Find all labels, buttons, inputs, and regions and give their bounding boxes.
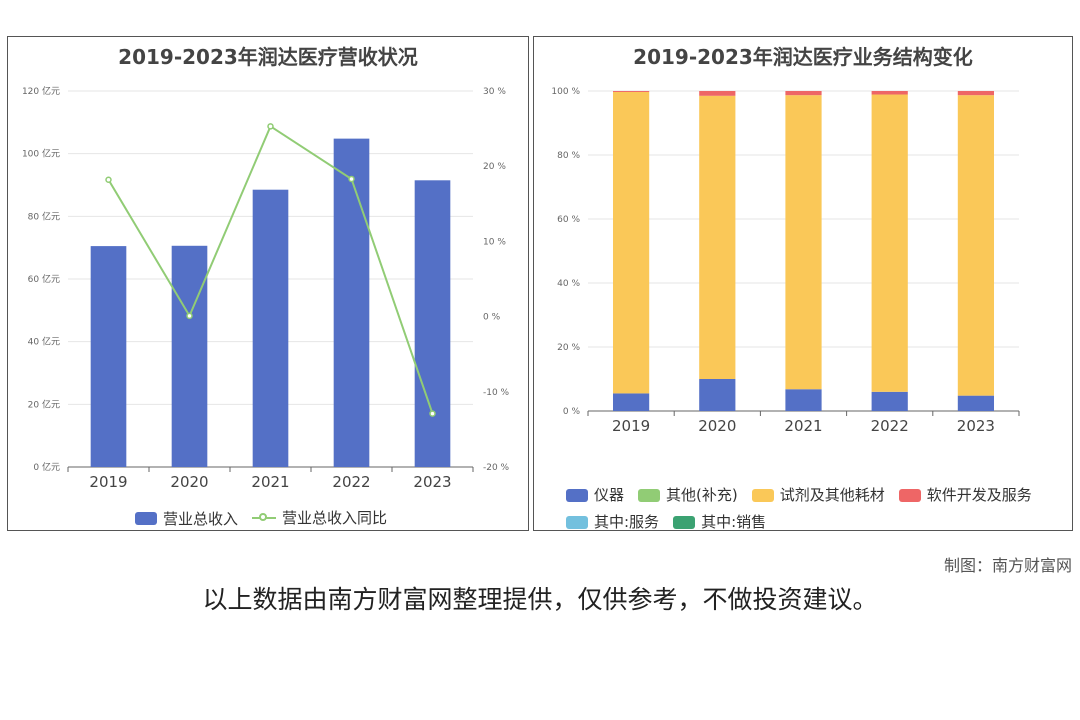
x-tick-label: 2021 <box>784 417 822 435</box>
x-tick-label: 2019 <box>89 473 127 491</box>
x-tick-label: 2019 <box>612 417 650 435</box>
legend-swatch <box>751 489 774 502</box>
bar-segment <box>785 95 822 390</box>
x-tick-label: 2023 <box>957 417 995 435</box>
bar <box>333 138 370 468</box>
bar-segment <box>871 391 908 411</box>
structure-chart-panel: 2019-2023年润达医疗业务结构变化 0 % 20 % 40 % 60 % 80 %… <box>533 36 1073 531</box>
bar-segment <box>699 91 736 96</box>
legend-item[interactable]: 试剂及其他耗材 <box>751 483 885 508</box>
bar <box>171 245 208 467</box>
chart-title: 2019-2023年润达医疗业务结构变化 <box>633 45 973 69</box>
revenue-chart-legend: 营业总收入 营业总收入同比 <box>8 507 528 529</box>
credit-text: 制图：南方财富网 <box>943 556 1072 575</box>
bar-segment <box>612 91 650 92</box>
legend-swatch <box>638 489 661 502</box>
y-tick-label-right: -10 % <box>483 388 510 398</box>
legend-swatch <box>566 516 588 529</box>
line-point <box>267 123 274 130</box>
bar-segment <box>785 389 822 411</box>
x-tick-label: 2020 <box>170 473 208 491</box>
legend-item[interactable]: 其中:服务 <box>566 510 659 535</box>
legend-label: 其他(补充) <box>666 486 738 504</box>
line-point <box>186 312 193 320</box>
bar-segment <box>699 95 736 380</box>
legend-swatch <box>252 511 276 525</box>
x-tick-label: 2023 <box>413 473 451 491</box>
chart-title: 2019-2023年润达医疗营收状况 <box>118 45 418 69</box>
y-tick-label: 80 % <box>557 151 580 161</box>
y-tick-label-right: 20 % <box>483 162 506 172</box>
bar-segment <box>612 393 650 411</box>
legend-item[interactable]: 其他(补充) <box>638 483 738 508</box>
bar <box>90 246 127 467</box>
x-tick-label: 2022 <box>871 417 909 435</box>
legend-swatch <box>566 489 588 502</box>
x-tick-label: 2020 <box>698 417 736 435</box>
legend-label: 试剂及其他耗材 <box>779 486 885 504</box>
y-tick-label-left: 40 亿元 <box>28 336 60 348</box>
y-tick-label-left: 120 亿元 <box>22 85 60 97</box>
bar-segment <box>871 94 908 392</box>
y-tick-label: 60 % <box>557 215 580 225</box>
line-point <box>348 175 355 183</box>
legend-swatch <box>134 511 157 525</box>
legend-item[interactable]: 仪器 <box>566 483 624 508</box>
legend-label: 仪器 <box>594 486 625 504</box>
legend-label: 其中:销售 <box>701 513 767 531</box>
legend-swatch <box>898 489 921 502</box>
bar <box>252 189 289 467</box>
x-tick-label: 2021 <box>251 473 289 491</box>
y-tick-label: 0 % <box>563 407 581 417</box>
y-tick-label-right: -20 % <box>483 463 510 473</box>
legend-item[interactable]: 营业总收入同比 <box>252 507 387 528</box>
revenue-chart: 0 亿元 20 亿元 40 亿元 60 亿元 80 亿元 100 亿元 120 亿元 -20 … <box>22 85 510 491</box>
y-tick-label-left: 60 亿元 <box>28 273 60 285</box>
y-tick-label-left: 100 亿元 <box>22 148 60 160</box>
bar-segment <box>612 91 650 394</box>
y-tick-label-right: 0 % <box>483 313 501 323</box>
bar-segment <box>957 395 995 411</box>
y-tick-label-left: 0 亿元 <box>33 461 60 473</box>
legend-label: 营业总收入 <box>162 509 238 528</box>
line-point <box>105 176 112 183</box>
legend-item[interactable]: 软件开发及服务 <box>898 483 1032 508</box>
bar-segment <box>699 379 736 411</box>
bar-segment <box>957 95 995 396</box>
legend-label: 软件开发及服务 <box>926 486 1032 504</box>
structure-chart: 0 % 20 % 40 % 60 % 80 % 100 % 2019 2020 2021 2022… <box>551 87 1020 435</box>
y-tick-label: 20 % <box>557 343 580 353</box>
legend-swatch <box>673 516 696 529</box>
y-tick-label: 40 % <box>557 279 580 289</box>
legend-item[interactable]: 其中:销售 <box>673 510 766 535</box>
y-tick-label-left: 20 亿元 <box>28 398 60 410</box>
bar-segment <box>957 91 995 96</box>
x-tick-label: 2022 <box>332 473 370 491</box>
legend-label: 其中:服务 <box>594 513 660 531</box>
legend-label: 营业总收入同比 <box>282 509 388 527</box>
bar <box>414 180 451 468</box>
legend-item[interactable]: 营业总收入 <box>134 508 238 529</box>
line-point <box>429 410 436 417</box>
y-tick-label-right: 10 % <box>483 237 506 247</box>
y-tick-label-left: 80 亿元 <box>28 210 60 222</box>
y-tick-label: 100 % <box>551 87 580 97</box>
bar-segment <box>871 91 908 95</box>
disclaimer-text: 以上数据由南方财富网整理提供，仅供参考，不做投资建议。 <box>202 585 878 614</box>
bar-segment <box>785 91 822 96</box>
revenue-chart-panel: 2019-2023年润达医疗营收状况 0 亿元 20 亿元 40 亿元 60 亿元 80… <box>7 36 529 531</box>
structure-chart-legend: 仪器 其他(补充) 试剂及其他耗材 软件开发及服务其中:服务 其中:销售 <box>566 483 1066 537</box>
y-tick-label-right: 30 % <box>483 87 506 97</box>
